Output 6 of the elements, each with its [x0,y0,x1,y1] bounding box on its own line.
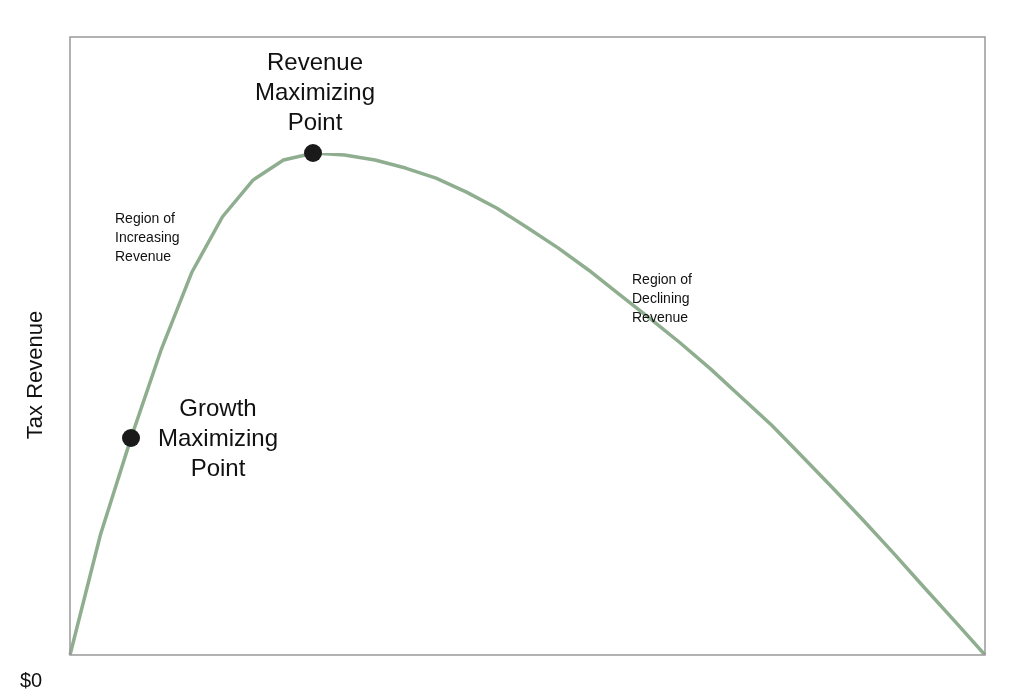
text: Revenue Maximizing Point [254,47,376,135]
annotation: Region of Increasing Revenue [115,209,180,264]
text: $0 [20,668,43,691]
annotation: Growth Maximizing Point [157,393,279,481]
annotation: Region of Declining Revenue [632,270,693,325]
y-axis-title: Tax Revenue [22,310,48,440]
